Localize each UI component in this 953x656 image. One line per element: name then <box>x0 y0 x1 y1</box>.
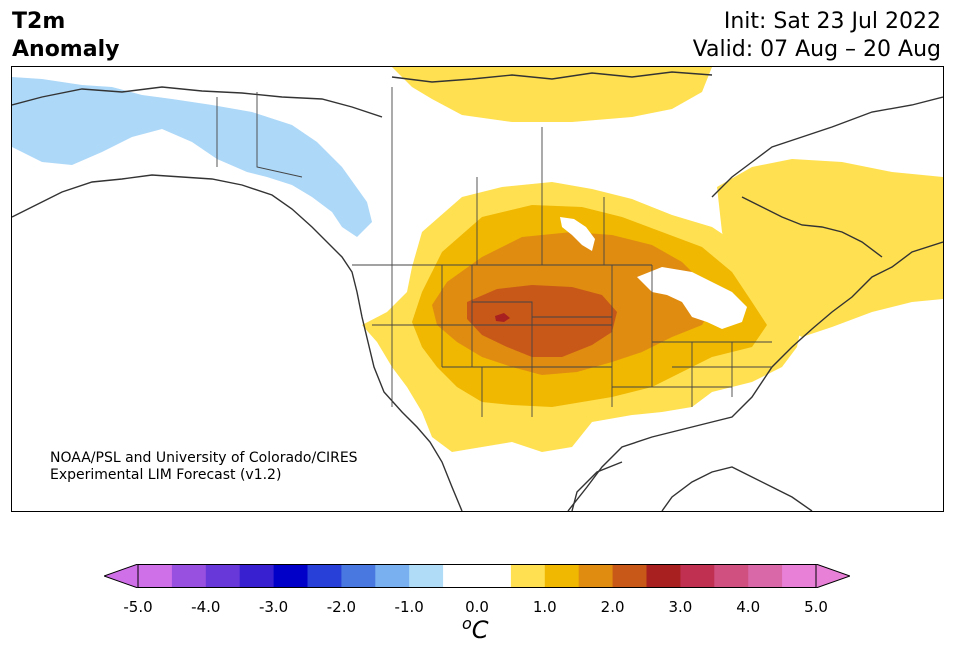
colorbar-swatch <box>544 564 580 588</box>
colorbar-swatch <box>510 564 546 588</box>
colorbar-swatch <box>782 564 817 588</box>
credit-line-2: Experimental LIM Forecast (v1.2) <box>50 467 282 483</box>
map-panel: NOAA/PSL and University of Colorado/CIRE… <box>11 66 944 512</box>
great-lakes <box>637 267 747 329</box>
colorbar-swatch <box>714 564 749 588</box>
warm-anomaly-level-5 <box>495 313 510 322</box>
title-line-2: Anomaly <box>12 37 120 62</box>
credit-text: NOAA/PSL and University of Colorado/CIRE… <box>50 450 358 484</box>
forecast-dates: Init: Sat 23 Jul 2022 Valid: 07 Aug – 20… <box>693 8 941 64</box>
colorbar-swatch <box>138 564 173 588</box>
colorbar-frame <box>137 564 817 588</box>
cold-anomaly-region <box>12 77 372 237</box>
colorbar-swatches <box>102 563 852 589</box>
colorbar-tick-label: 5.0 <box>804 598 828 616</box>
colorbar-unit: oC <box>462 614 489 644</box>
colorbar-swatch <box>748 564 783 588</box>
colorbar-swatch <box>239 564 275 588</box>
political-borders <box>216 87 772 417</box>
colorbar-tick-label: 3.0 <box>668 598 693 616</box>
init-date: Init: Sat 23 Jul 2022 <box>723 9 941 34</box>
coastlines <box>12 71 943 511</box>
colorbar-tick-label: -5.0 <box>123 598 153 616</box>
warm-anomaly-arctic <box>392 67 712 122</box>
colorbar-swatch <box>578 564 614 588</box>
valid-range: Valid: 07 Aug – 20 Aug <box>692 37 941 62</box>
colorbar-over-triangle <box>815 563 852 589</box>
colorbar-swatch <box>443 564 478 588</box>
colorbar-tick-label: -1.0 <box>394 598 424 616</box>
colorbar-swatch <box>477 564 512 588</box>
colorbar-tick-label: -2.0 <box>326 598 357 616</box>
map-title: T2m Anomaly <box>12 8 119 64</box>
colorbar-tick-label: 2.0 <box>600 598 625 616</box>
warm-anomaly-level-4 <box>467 285 617 357</box>
unit-degree: o <box>462 614 472 633</box>
colorbar-swatch <box>341 564 376 588</box>
colorbar-tick-label: 0.0 <box>465 598 489 616</box>
colorbar-swatch <box>171 564 207 588</box>
credit-line-1: NOAA/PSL and University of Colorado/CIRE… <box>50 450 358 466</box>
colorbar-tick-label: -3.0 <box>258 598 289 616</box>
colorbar-swatch <box>680 564 715 588</box>
colorbar-swatch <box>205 564 241 588</box>
colorbar-swatch <box>307 564 342 588</box>
title-line-1: T2m <box>12 9 66 34</box>
colorbar <box>102 563 852 589</box>
unit-letter: C <box>471 616 489 644</box>
colorbar-tick-label: 1.0 <box>532 598 557 616</box>
anomaly-map <box>12 67 943 511</box>
colorbar-tick-label: -4.0 <box>191 598 221 616</box>
colorbar-swatch <box>375 564 410 588</box>
colorbar-swatch <box>273 564 308 588</box>
colorbar-swatch <box>409 564 444 588</box>
colorbar-under-triangle <box>102 563 139 589</box>
colorbar-tick-label: 4.0 <box>736 598 761 616</box>
lake-winnipeg <box>560 217 595 251</box>
colorbar-swatch <box>646 564 681 588</box>
colorbar-swatch <box>612 564 647 588</box>
